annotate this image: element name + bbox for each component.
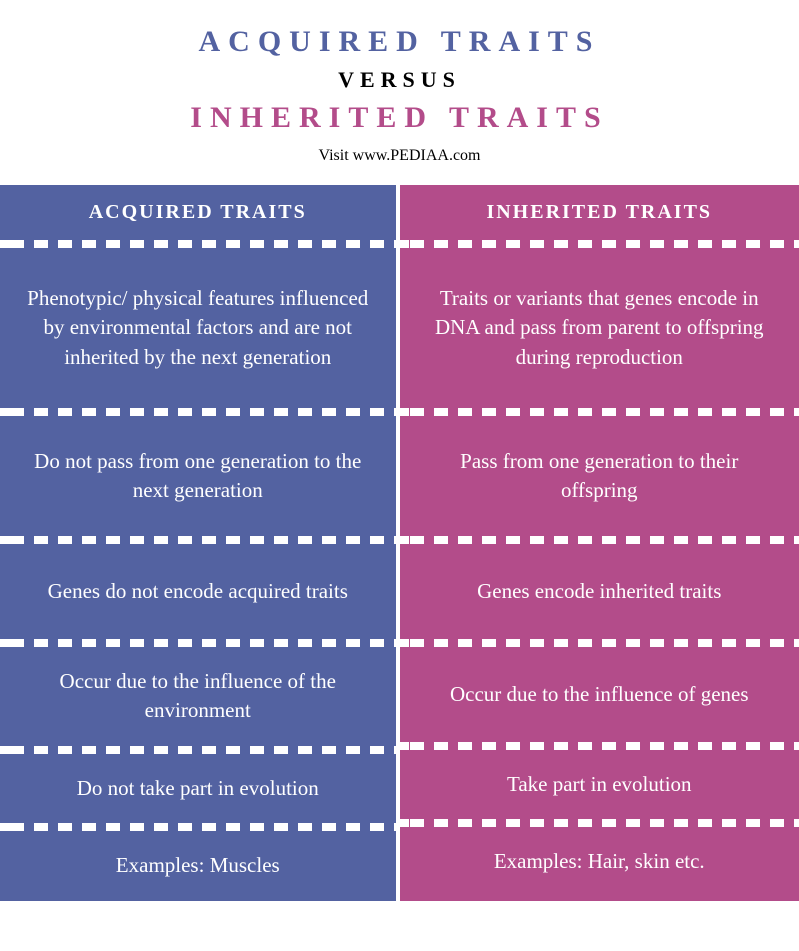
header-section: ACQUIRED TRAITS VERSUS INHERITED TRAITS … <box>0 0 799 185</box>
cell-acquired-3: Occur due to the influence of the enviro… <box>0 647 396 746</box>
divider <box>400 240 799 248</box>
divider <box>0 536 396 544</box>
divider <box>0 746 396 754</box>
column-header-inherited: INHERITED TRAITS <box>400 185 799 240</box>
cell-acquired-0: Phenotypic/ physical features influenced… <box>0 248 396 408</box>
comparison-table: ACQUIRED TRAITS Phenotypic/ physical fea… <box>0 185 799 901</box>
visit-link-text: Visit www.PEDIAA.com <box>20 147 779 165</box>
column-inherited: INHERITED TRAITS Traits or variants that… <box>400 185 799 901</box>
divider <box>400 408 799 416</box>
divider <box>0 240 396 248</box>
cell-acquired-2: Genes do not encode acquired traits <box>0 544 396 639</box>
cell-inherited-0: Traits or variants that genes encode in … <box>400 248 799 408</box>
column-header-acquired: ACQUIRED TRAITS <box>0 185 396 240</box>
cell-inherited-1: Pass from one generation to their offspr… <box>400 416 799 536</box>
divider <box>0 408 396 416</box>
divider <box>400 639 799 647</box>
title-acquired: ACQUIRED TRAITS <box>20 25 779 59</box>
cell-inherited-2: Genes encode inherited traits <box>400 544 799 639</box>
title-inherited: INHERITED TRAITS <box>20 101 779 135</box>
cell-inherited-4: Take part in evolution <box>400 750 799 819</box>
versus-text: VERSUS <box>20 67 779 93</box>
divider <box>0 823 396 831</box>
cell-acquired-4: Do not take part in evolution <box>0 754 396 823</box>
divider <box>400 819 799 827</box>
divider <box>0 639 396 647</box>
column-acquired: ACQUIRED TRAITS Phenotypic/ physical fea… <box>0 185 400 901</box>
divider <box>400 742 799 750</box>
cell-acquired-1: Do not pass from one generation to the n… <box>0 416 396 536</box>
cell-inherited-3: Occur due to the influence of genes <box>400 647 799 742</box>
cell-inherited-5: Examples: Hair, skin etc. <box>400 827 799 896</box>
divider <box>400 536 799 544</box>
cell-acquired-5: Examples: Muscles <box>0 831 396 900</box>
